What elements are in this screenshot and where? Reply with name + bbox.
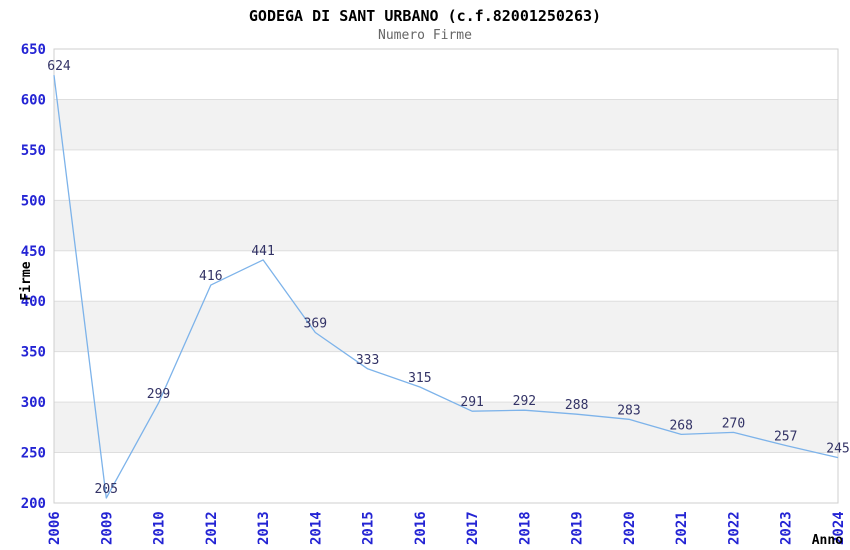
grid-band bbox=[54, 99, 838, 150]
y-tick-label: 200 bbox=[21, 496, 46, 512]
x-tick-label: 2012 bbox=[204, 511, 220, 545]
data-point-label: 245 bbox=[826, 442, 849, 457]
x-tick-label: 2023 bbox=[779, 511, 795, 545]
x-tick-label: 2021 bbox=[674, 511, 690, 545]
data-point-label: 299 bbox=[147, 387, 170, 402]
data-point-label: 292 bbox=[513, 394, 536, 409]
x-tick-label: 2019 bbox=[570, 511, 586, 545]
y-tick-label: 400 bbox=[21, 294, 46, 310]
y-tick-label: 650 bbox=[21, 42, 46, 58]
grid-band bbox=[54, 200, 838, 251]
x-tick-label: 2010 bbox=[152, 511, 168, 545]
data-point-label: 416 bbox=[199, 269, 222, 284]
x-tick-label: 2015 bbox=[361, 511, 377, 545]
x-tick-label: 2018 bbox=[517, 511, 533, 545]
data-point-label: 315 bbox=[408, 371, 431, 386]
data-point-label: 291 bbox=[460, 395, 483, 410]
data-point-label: 288 bbox=[565, 398, 588, 413]
y-tick-label: 500 bbox=[21, 193, 46, 209]
x-tick-label: 2024 bbox=[831, 511, 847, 545]
x-tick-label: 2020 bbox=[622, 511, 638, 545]
x-axis-title: Anno bbox=[812, 533, 843, 548]
x-tick-label: 2014 bbox=[308, 511, 324, 545]
x-tick-label: 2013 bbox=[256, 511, 272, 545]
grid-band bbox=[54, 402, 838, 453]
x-tick-label: 2022 bbox=[726, 511, 742, 545]
x-tick-label: 2017 bbox=[465, 511, 481, 545]
data-point-label: 333 bbox=[356, 353, 379, 368]
y-tick-label: 350 bbox=[21, 345, 46, 361]
y-axis-title: Firme bbox=[19, 261, 34, 300]
data-point-label: 283 bbox=[617, 403, 640, 418]
chart-title: GODEGA DI SANT URBANO (c.f.82001250263) bbox=[248, 7, 602, 25]
data-point-label: 205 bbox=[95, 482, 118, 497]
chart-subtitle: Numero Firme bbox=[378, 28, 472, 43]
x-tick-label: 2006 bbox=[47, 511, 63, 545]
y-tick-label: 550 bbox=[21, 143, 46, 159]
y-tick-label: 300 bbox=[21, 395, 46, 411]
data-point-label: 257 bbox=[774, 429, 797, 444]
x-tick-label: 2009 bbox=[99, 511, 115, 545]
plot-border bbox=[53, 48, 839, 504]
data-point-label: 270 bbox=[722, 416, 745, 431]
y-tick-label: 250 bbox=[21, 446, 46, 462]
y-tick-label: 450 bbox=[21, 244, 46, 260]
data-point-label: 268 bbox=[669, 418, 692, 433]
data-point-label: 441 bbox=[251, 244, 274, 259]
data-point-label: 369 bbox=[304, 316, 327, 331]
grid-band bbox=[54, 301, 838, 352]
x-tick-label: 2016 bbox=[413, 511, 429, 545]
data-series-line bbox=[53, 75, 839, 499]
y-tick-label: 600 bbox=[21, 92, 46, 108]
data-point-label: 624 bbox=[47, 59, 71, 74]
